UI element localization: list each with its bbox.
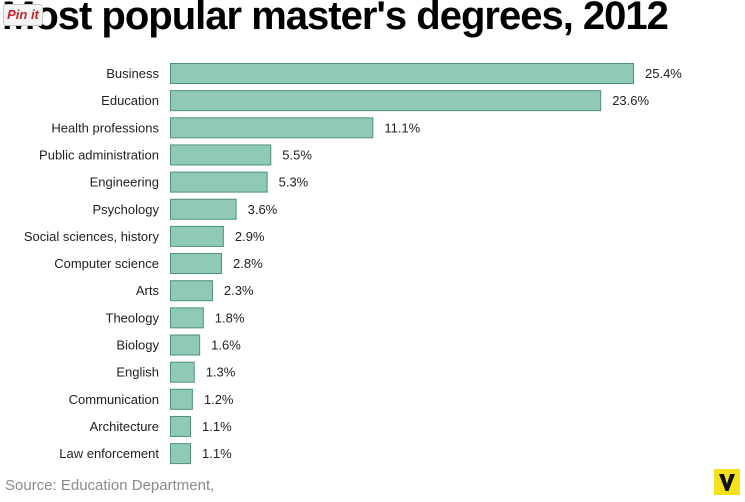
bar — [170, 443, 192, 465]
value-label: 2.8% — [233, 256, 263, 271]
bar — [170, 361, 195, 383]
category-label: Theology — [106, 310, 160, 325]
value-label: 1.3% — [206, 365, 236, 380]
bar — [170, 90, 602, 112]
bar — [170, 415, 192, 437]
value-label: 5.5% — [282, 147, 312, 162]
value-label: 11.1% — [384, 120, 420, 135]
category-label: Computer science — [54, 256, 159, 271]
value-label: 25.4% — [645, 66, 682, 81]
bar — [170, 117, 374, 139]
value-label: 2.3% — [224, 283, 254, 298]
category-label: Law enforcement — [59, 446, 159, 461]
value-label: 1.1% — [202, 446, 232, 461]
pin-it-button[interactable]: Pin it — [3, 4, 43, 26]
value-label: 3.6% — [248, 202, 278, 217]
bar — [170, 253, 223, 275]
value-label: 2.9% — [235, 229, 265, 244]
category-label: Social sciences, history — [24, 229, 160, 244]
value-label: 5.3% — [279, 175, 309, 190]
value-label: 1.6% — [211, 338, 241, 353]
category-label: Public administration — [39, 147, 159, 162]
bar — [170, 225, 224, 247]
bar — [170, 63, 634, 84]
vox-logo-icon — [714, 469, 740, 495]
category-label: English — [116, 365, 159, 380]
value-label: 23.6% — [612, 93, 649, 108]
category-label: Education — [101, 93, 159, 108]
bar — [170, 388, 193, 410]
bar — [170, 171, 268, 193]
category-label: Engineering — [90, 175, 159, 190]
category-label: Health professions — [51, 120, 159, 135]
source-note: Source: Education Department, — [5, 477, 215, 494]
value-label: 1.8% — [215, 310, 245, 325]
category-label: Arts — [136, 283, 160, 298]
value-label: 1.1% — [202, 419, 232, 434]
category-label: Psychology — [93, 202, 160, 217]
category-label: Biology — [116, 338, 159, 353]
category-label: Business — [106, 66, 159, 81]
bar-chart: Business 25.4% Education 23.6% Health profes… — [24, 63, 682, 465]
value-label: 1.2% — [204, 392, 234, 407]
bar — [170, 307, 204, 329]
bar — [170, 198, 237, 220]
bar — [170, 280, 213, 302]
chart-title: Most popular master's degrees, 2012 — [2, 0, 669, 38]
bar — [170, 144, 272, 166]
bar — [170, 334, 201, 356]
category-label: Architecture — [90, 419, 159, 434]
category-label: Communication — [69, 392, 159, 407]
